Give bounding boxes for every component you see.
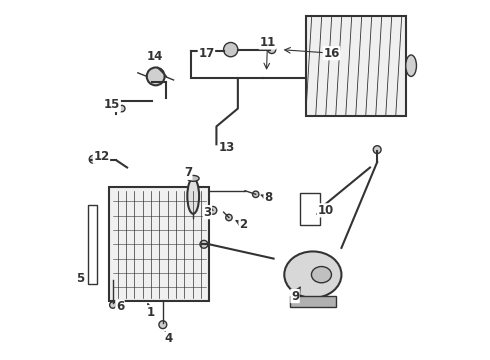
Text: 3: 3 xyxy=(203,206,212,219)
Text: 8: 8 xyxy=(264,192,272,204)
Ellipse shape xyxy=(89,156,97,163)
Ellipse shape xyxy=(284,251,342,298)
Text: 5: 5 xyxy=(76,272,84,285)
Text: 4: 4 xyxy=(164,333,172,346)
Ellipse shape xyxy=(147,67,165,85)
Text: 17: 17 xyxy=(198,47,215,60)
Text: 6: 6 xyxy=(116,300,124,313)
Ellipse shape xyxy=(119,105,125,112)
Bar xyxy=(88,205,97,284)
Ellipse shape xyxy=(406,55,416,76)
Ellipse shape xyxy=(187,175,199,181)
Ellipse shape xyxy=(110,302,116,308)
Ellipse shape xyxy=(226,214,232,221)
Text: 15: 15 xyxy=(104,99,121,112)
Text: 10: 10 xyxy=(317,204,334,217)
Ellipse shape xyxy=(252,191,259,198)
Text: 11: 11 xyxy=(259,36,276,49)
Text: 12: 12 xyxy=(93,150,110,163)
Ellipse shape xyxy=(187,179,199,214)
Text: 7: 7 xyxy=(184,166,192,179)
Text: 2: 2 xyxy=(239,218,247,231)
Ellipse shape xyxy=(312,266,331,283)
Ellipse shape xyxy=(268,46,276,54)
Text: 1: 1 xyxy=(147,306,154,319)
Ellipse shape xyxy=(223,42,238,57)
Bar xyxy=(290,296,336,307)
Bar xyxy=(300,193,320,225)
Ellipse shape xyxy=(373,146,381,154)
Ellipse shape xyxy=(159,321,167,329)
Bar xyxy=(109,187,209,301)
Text: 14: 14 xyxy=(147,50,163,63)
Ellipse shape xyxy=(200,240,208,248)
Text: 16: 16 xyxy=(323,47,340,60)
Bar xyxy=(306,16,406,116)
Text: 13: 13 xyxy=(219,141,235,154)
Ellipse shape xyxy=(209,206,217,214)
Text: 9: 9 xyxy=(291,289,299,303)
